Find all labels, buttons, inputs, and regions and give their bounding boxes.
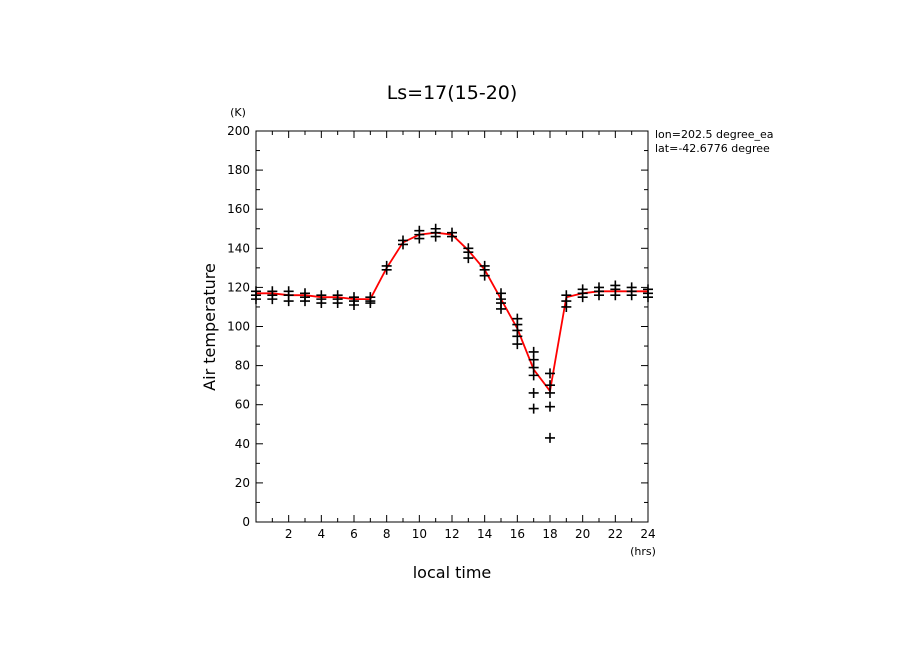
sample-point <box>528 403 539 414</box>
x-tick-label: 10 <box>412 527 427 541</box>
sample-point <box>528 387 539 398</box>
x-tick-label: 20 <box>575 527 590 541</box>
x-tick-label: 14 <box>477 527 492 541</box>
y-unit-label: (K) <box>230 106 246 119</box>
series-samples <box>251 223 653 443</box>
y-tick-label: 100 <box>227 320 250 334</box>
y-axis-label: Air temperature <box>200 263 219 391</box>
y-tick-label: 80 <box>235 359 250 373</box>
sample-point <box>545 401 555 412</box>
y-tick-label: 0 <box>242 515 250 529</box>
y-tick-label: 200 <box>227 124 250 138</box>
x-tick-label: 8 <box>383 527 391 541</box>
series-mean <box>256 231 648 394</box>
ticks: 2 4 6 8 10 12 14 16 18 20 22 2402040608010012014016… <box>227 124 656 541</box>
x-axis-label: local time <box>413 563 492 582</box>
annotation-lon: lon=202.5 degree_ea <box>655 128 774 141</box>
sample-point <box>381 264 392 275</box>
x-tick-label: 24 <box>640 527 655 541</box>
sample-point <box>512 339 523 350</box>
y-tick-label: 20 <box>235 476 250 490</box>
sample-point <box>561 301 572 312</box>
sample-point <box>447 231 457 242</box>
sample-point <box>577 292 588 303</box>
sample-point <box>610 290 621 301</box>
sample-point <box>283 296 294 307</box>
sample-point <box>414 233 425 244</box>
y-tick-label: 60 <box>235 398 250 412</box>
sample-point <box>626 290 637 301</box>
sample-point <box>545 368 555 379</box>
y-tick-label: 160 <box>227 202 250 216</box>
y-tick-label: 140 <box>227 241 250 255</box>
plot-frame <box>255 130 649 523</box>
x-tick-label: 18 <box>542 527 557 541</box>
y-tick-label: 120 <box>227 280 250 294</box>
sample-point <box>643 292 653 303</box>
x-tick-label: 16 <box>510 527 525 541</box>
sample-point <box>316 298 327 309</box>
sample-point <box>430 231 441 242</box>
sample-point <box>398 239 408 250</box>
sample-point <box>267 294 278 305</box>
y-tick-label: 180 <box>227 163 250 177</box>
mean-line <box>256 231 648 394</box>
x-tick-label: 4 <box>318 527 326 541</box>
x-tick-label: 22 <box>608 527 623 541</box>
annotation-lat: lat=-42.6776 degree <box>655 142 770 155</box>
sample-point <box>545 387 555 398</box>
sample-point <box>463 253 474 264</box>
sample-point <box>479 270 490 281</box>
sample-point <box>528 370 539 381</box>
sample-point <box>332 298 343 309</box>
sample-point <box>251 294 261 305</box>
sample-point <box>300 296 310 307</box>
sample-point <box>594 290 604 301</box>
x-tick-label: 12 <box>444 527 459 541</box>
x-unit-label: (hrs) <box>630 545 656 558</box>
y-tick-label: 40 <box>235 437 250 451</box>
sample-point <box>496 303 506 314</box>
sample-point <box>365 298 376 309</box>
sample-point <box>349 299 359 310</box>
x-tick-label: 6 <box>350 527 358 541</box>
chart-title: Ls=17(15-20) <box>387 82 518 104</box>
axes <box>255 130 649 523</box>
x-tick-label: 2 <box>285 527 293 541</box>
sample-point <box>545 432 555 443</box>
